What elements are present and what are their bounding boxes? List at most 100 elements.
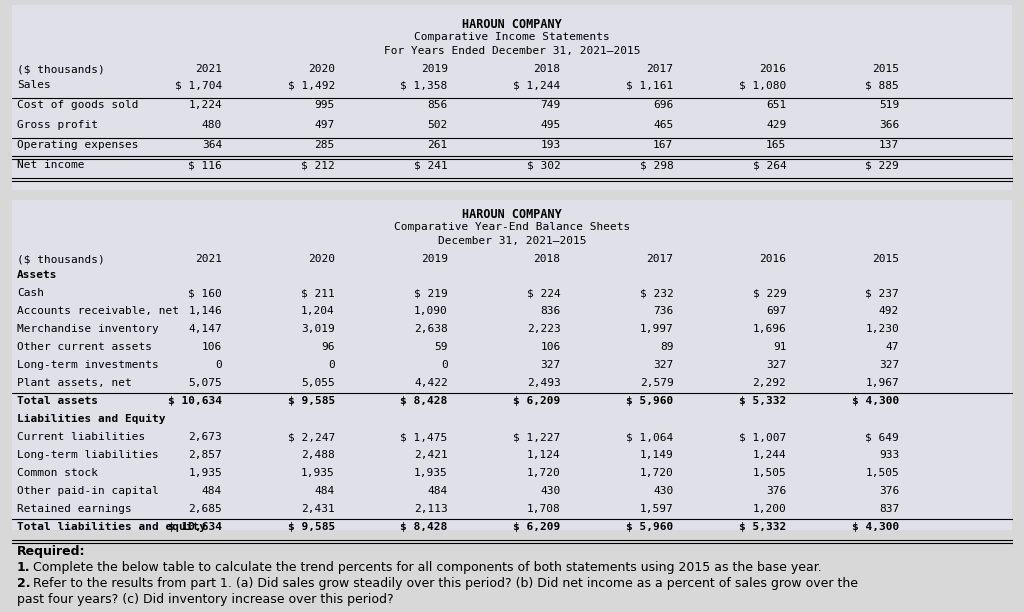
Text: 1,224: 1,224 bbox=[188, 100, 222, 110]
Text: $ 160: $ 160 bbox=[188, 288, 222, 298]
Text: Accounts receivable, net: Accounts receivable, net bbox=[17, 306, 179, 316]
Text: Retained earnings: Retained earnings bbox=[17, 504, 132, 514]
Text: $ 5,332: $ 5,332 bbox=[739, 522, 786, 532]
Text: 2,223: 2,223 bbox=[526, 324, 560, 334]
Text: 430: 430 bbox=[541, 486, 560, 496]
Text: December 31, 2021–2015: December 31, 2021–2015 bbox=[437, 236, 587, 246]
Text: $ 10,634: $ 10,634 bbox=[168, 522, 222, 532]
Text: HAROUN COMPANY: HAROUN COMPANY bbox=[462, 208, 562, 221]
Text: 193: 193 bbox=[541, 140, 560, 150]
Text: 5,055: 5,055 bbox=[301, 378, 335, 388]
Text: Plant assets, net: Plant assets, net bbox=[17, 378, 132, 388]
Text: $ 232: $ 232 bbox=[640, 288, 674, 298]
Text: 1,708: 1,708 bbox=[526, 504, 560, 514]
Text: $ 241: $ 241 bbox=[414, 160, 447, 170]
Text: 2018: 2018 bbox=[534, 254, 560, 264]
Text: 519: 519 bbox=[879, 100, 899, 110]
Text: 137: 137 bbox=[879, 140, 899, 150]
Text: $ 229: $ 229 bbox=[753, 288, 786, 298]
Text: 364: 364 bbox=[202, 140, 222, 150]
Text: 1,230: 1,230 bbox=[865, 324, 899, 334]
Text: $ 219: $ 219 bbox=[414, 288, 447, 298]
Text: 2,421: 2,421 bbox=[414, 450, 447, 460]
Text: 837: 837 bbox=[879, 504, 899, 514]
Text: 484: 484 bbox=[202, 486, 222, 496]
Text: 2021: 2021 bbox=[195, 254, 222, 264]
Text: 2016: 2016 bbox=[759, 254, 786, 264]
Text: 2020: 2020 bbox=[308, 64, 335, 74]
Text: $ 1,227: $ 1,227 bbox=[513, 432, 560, 442]
Text: For Years Ended December 31, 2021–2015: For Years Ended December 31, 2021–2015 bbox=[384, 46, 640, 56]
Text: 1,204: 1,204 bbox=[301, 306, 335, 316]
Text: 1,935: 1,935 bbox=[414, 468, 447, 478]
Text: 1,124: 1,124 bbox=[526, 450, 560, 460]
Text: ($ thousands): ($ thousands) bbox=[17, 64, 104, 74]
Text: 1,597: 1,597 bbox=[640, 504, 674, 514]
Text: $ 649: $ 649 bbox=[865, 432, 899, 442]
Text: Cash: Cash bbox=[17, 288, 44, 298]
Text: 2,292: 2,292 bbox=[753, 378, 786, 388]
Text: 2018: 2018 bbox=[534, 64, 560, 74]
Text: 2,493: 2,493 bbox=[526, 378, 560, 388]
Text: 89: 89 bbox=[659, 342, 674, 352]
Text: 96: 96 bbox=[322, 342, 335, 352]
Text: $ 1,704: $ 1,704 bbox=[175, 80, 222, 90]
Text: 106: 106 bbox=[541, 342, 560, 352]
Text: Assets: Assets bbox=[17, 270, 57, 280]
Text: 106: 106 bbox=[202, 342, 222, 352]
Text: 933: 933 bbox=[879, 450, 899, 460]
Text: 696: 696 bbox=[653, 100, 674, 110]
Text: 327: 327 bbox=[879, 360, 899, 370]
Text: $ 2,247: $ 2,247 bbox=[288, 432, 335, 442]
Text: 3,019: 3,019 bbox=[301, 324, 335, 334]
Text: 0: 0 bbox=[441, 360, 447, 370]
Text: Cost of goods sold: Cost of goods sold bbox=[17, 100, 138, 110]
Text: 376: 376 bbox=[879, 486, 899, 496]
Text: 2,638: 2,638 bbox=[414, 324, 447, 334]
Text: $ 4,300: $ 4,300 bbox=[852, 522, 899, 532]
Text: 2017: 2017 bbox=[646, 64, 674, 74]
Text: $ 1,492: $ 1,492 bbox=[288, 80, 335, 90]
Text: 480: 480 bbox=[202, 120, 222, 130]
Text: $ 211: $ 211 bbox=[301, 288, 335, 298]
Text: Merchandise inventory: Merchandise inventory bbox=[17, 324, 159, 334]
Text: $ 885: $ 885 bbox=[865, 80, 899, 90]
Text: 2015: 2015 bbox=[872, 254, 899, 264]
Text: 1,505: 1,505 bbox=[865, 468, 899, 478]
Text: 2016: 2016 bbox=[759, 64, 786, 74]
Text: 91: 91 bbox=[773, 342, 786, 352]
Text: Net income: Net income bbox=[17, 160, 85, 170]
Text: 1,720: 1,720 bbox=[526, 468, 560, 478]
Text: 495: 495 bbox=[541, 120, 560, 130]
Text: Other paid-in capital: Other paid-in capital bbox=[17, 486, 159, 496]
Text: 1,720: 1,720 bbox=[640, 468, 674, 478]
Text: HAROUN COMPANY: HAROUN COMPANY bbox=[462, 18, 562, 31]
Text: Sales: Sales bbox=[17, 80, 51, 90]
FancyBboxPatch shape bbox=[12, 200, 1012, 530]
Text: Current liabilities: Current liabilities bbox=[17, 432, 145, 442]
Text: 2,857: 2,857 bbox=[188, 450, 222, 460]
Text: 1,935: 1,935 bbox=[301, 468, 335, 478]
Text: 0: 0 bbox=[328, 360, 335, 370]
Text: 2,488: 2,488 bbox=[301, 450, 335, 460]
Text: $ 5,960: $ 5,960 bbox=[627, 522, 674, 532]
Text: past four years? (c) Did inventory increase over this period?: past four years? (c) Did inventory incre… bbox=[17, 593, 393, 606]
Text: Complete the below table to calculate the trend percents for all components of b: Complete the below table to calculate th… bbox=[29, 561, 821, 574]
Text: 2,431: 2,431 bbox=[301, 504, 335, 514]
Text: Comparative Income Statements: Comparative Income Statements bbox=[414, 32, 610, 42]
Text: $ 237: $ 237 bbox=[865, 288, 899, 298]
Text: 429: 429 bbox=[766, 120, 786, 130]
Text: $ 1,064: $ 1,064 bbox=[627, 432, 674, 442]
Text: 492: 492 bbox=[879, 306, 899, 316]
Text: ($ thousands): ($ thousands) bbox=[17, 254, 104, 264]
Text: 1,149: 1,149 bbox=[640, 450, 674, 460]
Text: $ 8,428: $ 8,428 bbox=[400, 522, 447, 532]
Text: 430: 430 bbox=[653, 486, 674, 496]
Text: 0: 0 bbox=[215, 360, 222, 370]
Text: 47: 47 bbox=[886, 342, 899, 352]
Text: 327: 327 bbox=[541, 360, 560, 370]
Text: 749: 749 bbox=[541, 100, 560, 110]
Text: Refer to the results from part 1. (a) Did sales grow steadily over this period? : Refer to the results from part 1. (a) Di… bbox=[29, 577, 858, 590]
Text: $ 6,209: $ 6,209 bbox=[513, 396, 560, 406]
Text: $ 6,209: $ 6,209 bbox=[513, 522, 560, 532]
